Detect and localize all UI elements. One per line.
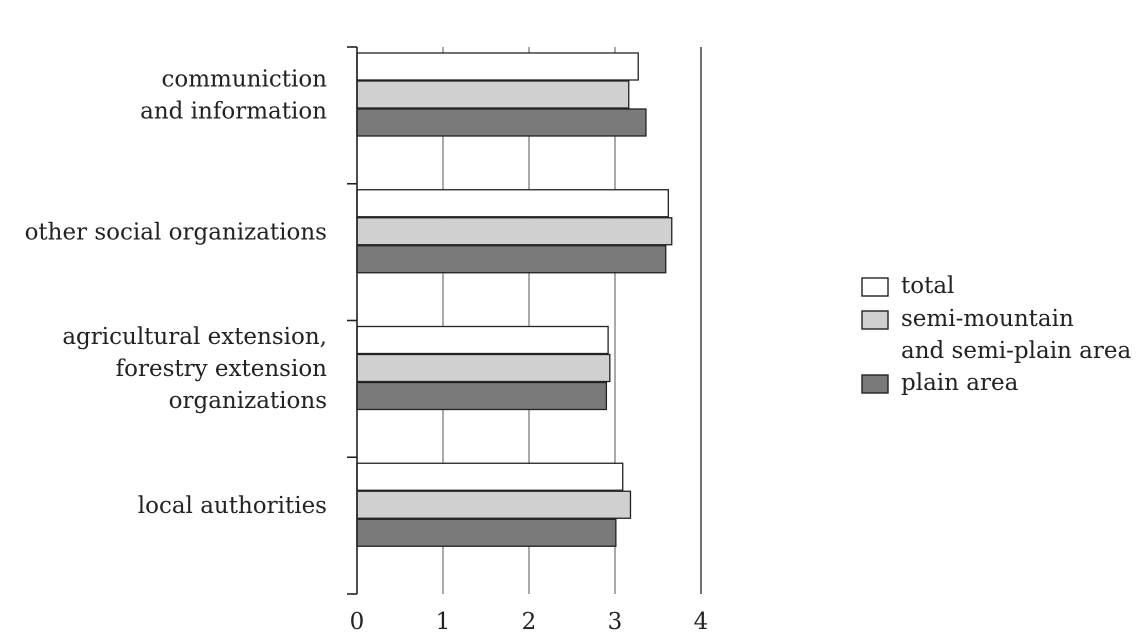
category-label: other social organizations [25, 219, 327, 245]
category-label: agricultural extension, forestry extensio… [62, 324, 327, 414]
bar [356, 462, 624, 491]
x-tick-label: 4 [694, 609, 709, 633]
category-label: communiction and information [140, 67, 327, 125]
bar [356, 189, 669, 218]
bar [356, 490, 632, 519]
x-tick-labels: 0 1 2 3 4 [350, 609, 709, 633]
x-tick-label: 2 [522, 609, 537, 633]
bar [356, 52, 639, 81]
legend: total semi-mountain and semi-plain area pla… [861, 273, 1132, 396]
bar [356, 518, 617, 547]
bar [356, 245, 667, 274]
axes [347, 46, 358, 595]
bar [356, 217, 673, 246]
x-tick-label: 3 [608, 609, 623, 633]
bar [356, 381, 608, 411]
legend-label: semi-mountain and semi-plain area [901, 306, 1132, 364]
x-tick-label: 0 [350, 609, 365, 633]
category-labels: communiction and information other social … [25, 67, 328, 519]
bars [356, 52, 673, 547]
bar [356, 108, 647, 137]
category-label: local authorities [138, 493, 327, 519]
legend-label: total [901, 273, 954, 299]
legend-swatch [861, 310, 889, 330]
bar [356, 325, 609, 355]
legend-swatch [861, 277, 889, 297]
bar [356, 353, 611, 383]
legend-swatch [861, 374, 889, 394]
legend-label: plain area [901, 370, 1019, 396]
x-tick-label: 1 [436, 609, 451, 633]
bar [356, 80, 630, 109]
